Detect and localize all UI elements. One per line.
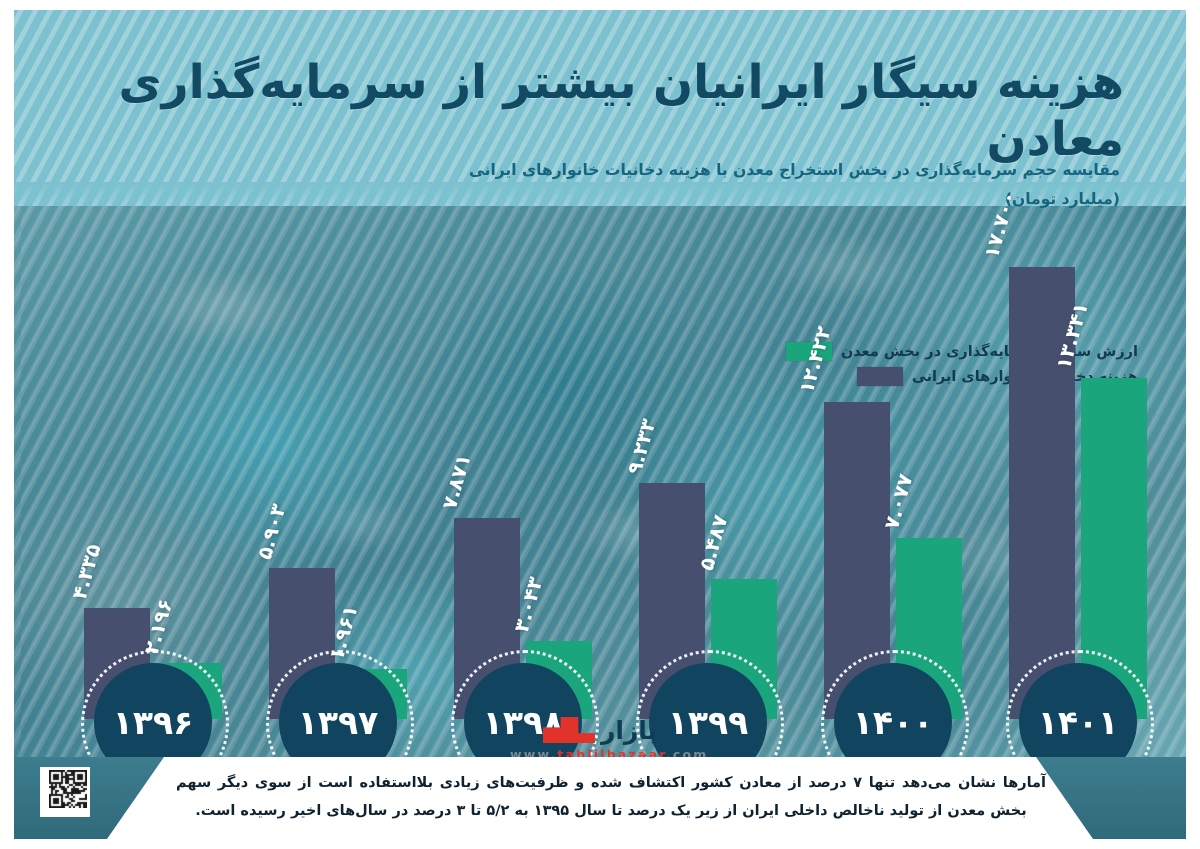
header-band	[14, 10, 1186, 206]
qr-code-icon[interactable]	[40, 767, 90, 817]
header-dash-texture	[14, 10, 1186, 206]
logo-mark: بازار	[510, 713, 690, 747]
bar-tobacco-cost-1401	[1009, 267, 1075, 719]
bar-value-label: ۱۷.۷۰۰	[979, 188, 1022, 261]
unit-label: (میلیارد تومان)	[1004, 189, 1120, 208]
bar-value-label: ۱۲.۴۲۲	[794, 323, 837, 396]
bar-value-label: ۷.۸۷۱	[436, 451, 476, 512]
bar-value-label: ۹.۲۳۳	[621, 416, 661, 477]
legend-swatch-mining-investment	[785, 342, 832, 361]
header-fade	[14, 182, 1186, 206]
infographic-poster: هزینه سیگار ایرانیان بیشتر از سرمایه‌گذا…	[14, 10, 1186, 839]
bar-value-label: ۵.۹۰۳	[251, 501, 291, 562]
page-title: هزینه سیگار ایرانیان بیشتر از سرمایه‌گذا…	[118, 55, 1125, 168]
page-subtitle: مقایسه حجم سرمایه‌گذاری در بخش استخراج م…	[120, 156, 1120, 213]
chart-glyph-icon	[542, 717, 595, 743]
legend-swatch-tobacco-cost	[856, 367, 903, 386]
footer-wing-right	[1036, 757, 1186, 839]
subtitle-text: مقایسه حجم سرمایه‌گذاری در بخش استخراج م…	[468, 161, 1120, 179]
logo-wordmark: بازار	[600, 715, 658, 745]
footnote-text: آمارها نشان می‌دهد تنها ۷ درصد از معادن …	[176, 775, 1046, 820]
footer-band: آمارها نشان می‌دهد تنها ۷ درصد از معادن …	[14, 757, 1186, 839]
bar-value-label: ۴.۳۳۵	[66, 541, 106, 602]
